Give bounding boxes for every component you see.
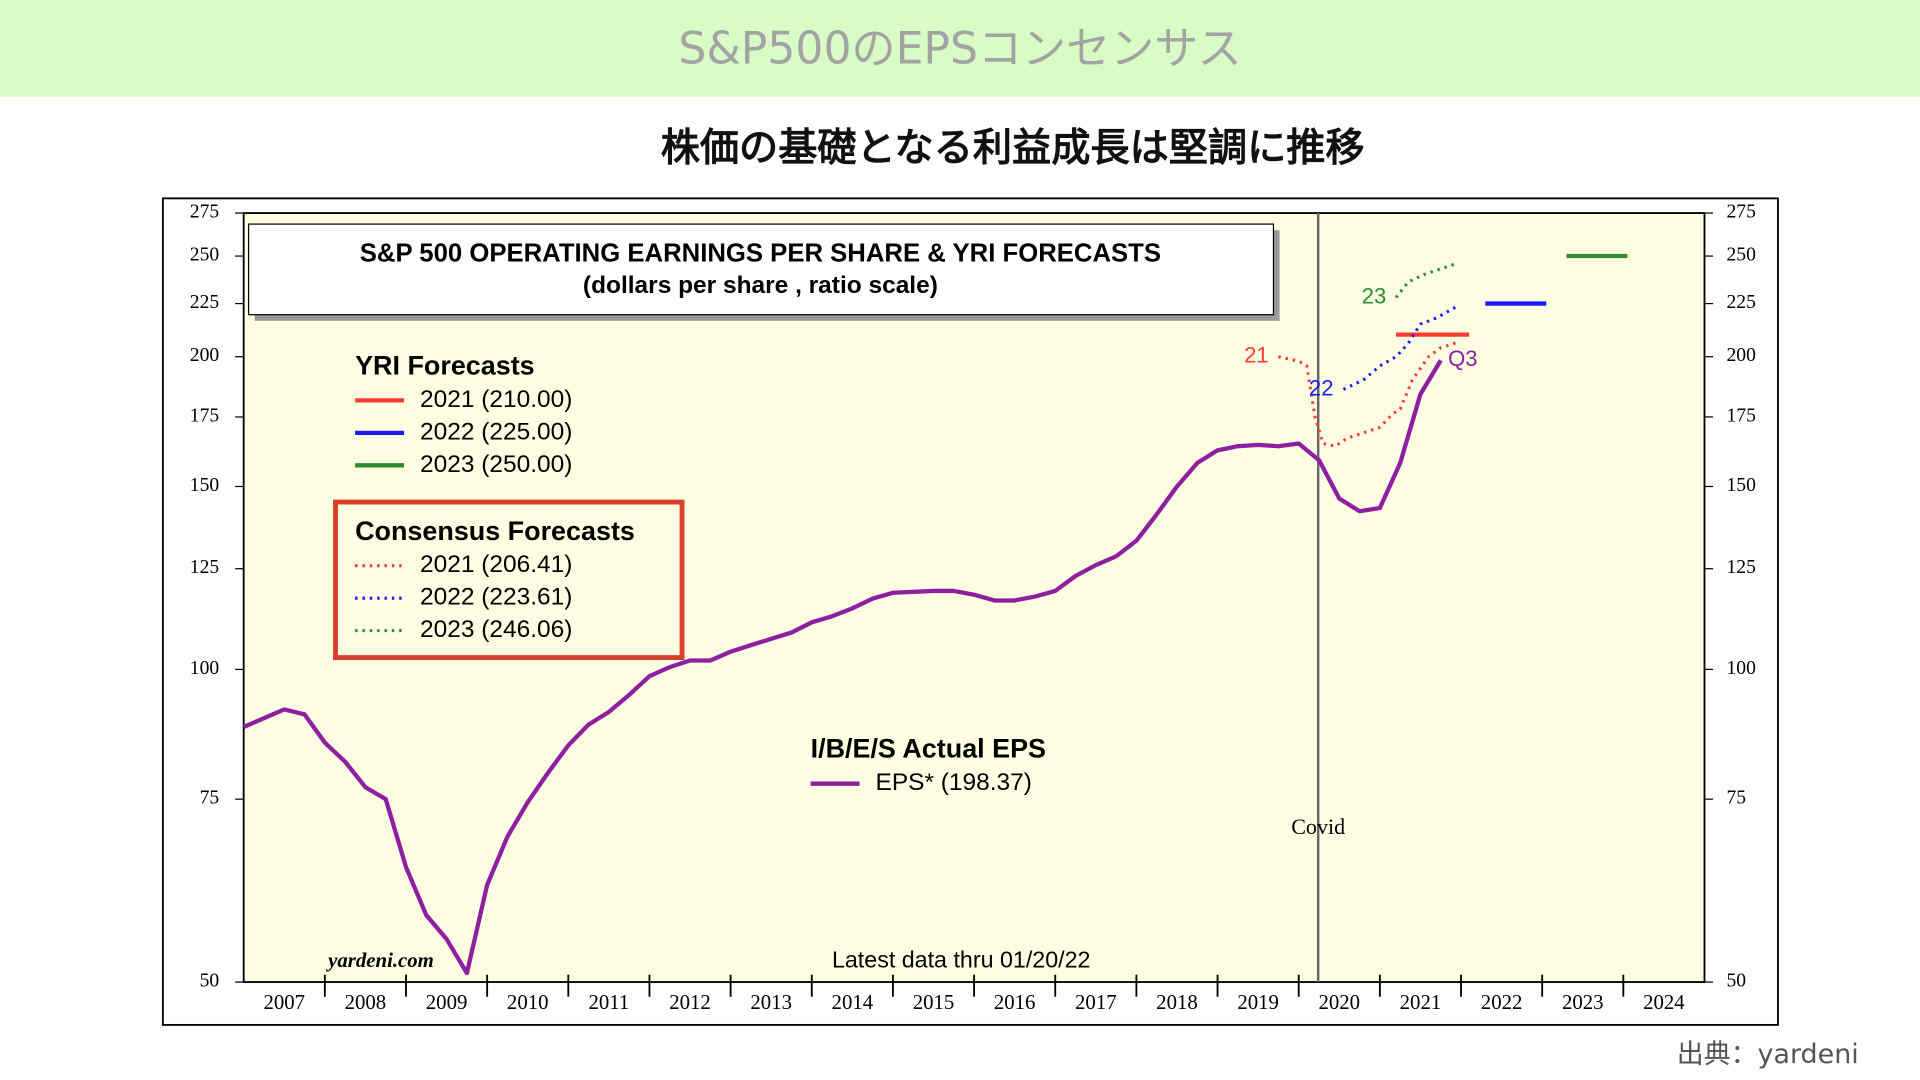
note: Latest data thru 01/20/22 <box>832 946 1091 972</box>
x-tick-label: 2012 <box>669 990 711 1014</box>
legend-label: 2022 (223.61) <box>420 584 572 611</box>
series-line <box>1394 261 1458 299</box>
x-tick-label: 2023 <box>1562 990 1604 1014</box>
x-tick-label: 2021 <box>1400 990 1442 1014</box>
x-tick-label: 2018 <box>1156 990 1198 1014</box>
y-tick-label: 225 <box>190 292 220 313</box>
y-tick-label: 175 <box>190 405 220 426</box>
y-tick-label-right: 250 <box>1727 245 1757 266</box>
y-tick-label-right: 50 <box>1727 971 1747 992</box>
line-label: 21 <box>1244 343 1269 368</box>
chart-subtitle: (dollars per share , ratio scale) <box>583 272 938 299</box>
y-tick-label: 250 <box>190 245 220 266</box>
x-tick-label: 2010 <box>507 990 549 1014</box>
series-line <box>1342 305 1458 391</box>
title-box <box>247 223 1275 316</box>
y-tick-label: 75 <box>200 788 220 809</box>
x-tick-label: 2020 <box>1318 990 1360 1014</box>
x-tick-label: 2015 <box>913 990 955 1014</box>
x-tick-label: 2014 <box>832 990 874 1014</box>
annotation-label: Covid <box>1291 814 1345 839</box>
y-tick-label: 200 <box>190 345 220 366</box>
series-line <box>242 359 1443 976</box>
x-tick-label: 2016 <box>994 990 1036 1014</box>
source: 出典：yardeni <box>1677 1039 1859 1070</box>
x-tick-label: 2011 <box>588 990 629 1014</box>
y-tick-label: 275 <box>190 202 220 223</box>
legend-label: 2023 (246.06) <box>420 616 572 643</box>
line-label: 22 <box>1309 375 1334 400</box>
x-tick-label: 2009 <box>426 990 468 1014</box>
header-title: S&P500のEPSコンセンサス <box>678 23 1241 74</box>
y-tick-label-right: 150 <box>1727 475 1757 496</box>
legend-label: EPS* (198.37) <box>876 769 1032 796</box>
legend-group-title: I/B/E/S Actual EPS <box>811 734 1046 764</box>
y-tick-label-right: 100 <box>1727 658 1757 679</box>
plot: 50 50 75 75 100 100 125 125 150 150 175 175 200 200 22… <box>190 202 1756 1014</box>
y-tick-label: 50 <box>200 971 220 992</box>
x-tick-label: 2008 <box>345 990 387 1014</box>
chart-title: S&P 500 OPERATING EARNINGS PER SHARE & Y… <box>360 239 1161 267</box>
y-tick-label-right: 125 <box>1727 557 1757 578</box>
x-tick-label: 2024 <box>1643 990 1685 1014</box>
legend-label: 2021 (206.41) <box>420 551 572 578</box>
legend-group-title: Consensus Forecasts <box>355 516 635 546</box>
watermark: yardeni.com <box>325 948 434 972</box>
highlight-box <box>333 499 685 660</box>
x-tick-label: 2007 <box>263 990 305 1014</box>
y-tick-label-right: 75 <box>1727 788 1747 809</box>
y-tick-label-right: 225 <box>1727 292 1757 313</box>
y-tick-label: 100 <box>190 658 220 679</box>
legend-group-title: YRI Forecasts <box>355 350 535 380</box>
y-tick-label: 150 <box>190 475 220 496</box>
y-tick-label-right: 175 <box>1727 405 1757 426</box>
line-label: 23 <box>1362 283 1387 308</box>
header-band <box>0 0 1920 97</box>
x-tick-label: 2022 <box>1481 990 1523 1014</box>
y-tick-label-right: 275 <box>1727 202 1757 223</box>
y-tick-label-right: 200 <box>1727 345 1757 366</box>
x-tick-label: 2019 <box>1237 990 1279 1014</box>
x-tick-label: 2013 <box>750 990 792 1014</box>
plot-area <box>242 212 1706 983</box>
x-tick-label: 2017 <box>1075 990 1117 1014</box>
legend-label: 2022 (225.00) <box>420 418 572 445</box>
legend-label: 2023 (250.00) <box>420 451 572 478</box>
y-tick-label: 125 <box>190 557 220 578</box>
legend-label: 2021 (210.00) <box>420 386 572 413</box>
line-label: Q3 <box>1448 346 1477 371</box>
subtitle: 株価の基礎となる利益成長は堅調に推移 <box>661 126 1365 171</box>
